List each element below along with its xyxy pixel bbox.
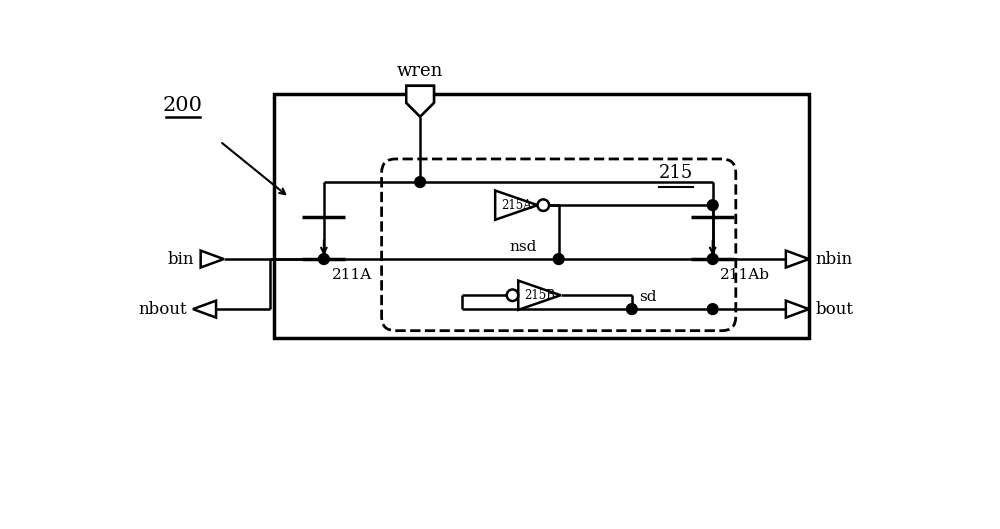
Text: 200: 200 (163, 96, 203, 115)
Text: 215B: 215B (524, 289, 555, 302)
Circle shape (318, 254, 329, 264)
Polygon shape (201, 251, 224, 268)
Text: 215: 215 (659, 165, 693, 183)
Circle shape (507, 289, 518, 301)
Text: 211A: 211A (332, 268, 372, 282)
Polygon shape (193, 300, 216, 317)
Text: nbout: nbout (138, 300, 187, 317)
Polygon shape (406, 86, 434, 116)
Circle shape (538, 199, 549, 211)
Text: 211Ab: 211Ab (720, 268, 770, 282)
Text: sd: sd (640, 290, 657, 305)
Polygon shape (786, 251, 809, 268)
Polygon shape (406, 86, 434, 116)
Polygon shape (495, 190, 538, 220)
Circle shape (626, 304, 637, 315)
Text: bout: bout (815, 300, 853, 317)
Circle shape (707, 200, 718, 211)
Text: 215A: 215A (501, 199, 532, 212)
Polygon shape (786, 300, 809, 317)
Circle shape (553, 254, 564, 264)
Bar (274, 94, 809, 339)
Circle shape (707, 304, 718, 315)
Text: nbin: nbin (815, 251, 852, 268)
Polygon shape (518, 280, 561, 310)
Circle shape (707, 254, 718, 264)
Text: bin: bin (168, 251, 194, 268)
Text: wren: wren (397, 62, 443, 80)
Circle shape (415, 177, 425, 187)
Text: nsd: nsd (510, 241, 537, 254)
